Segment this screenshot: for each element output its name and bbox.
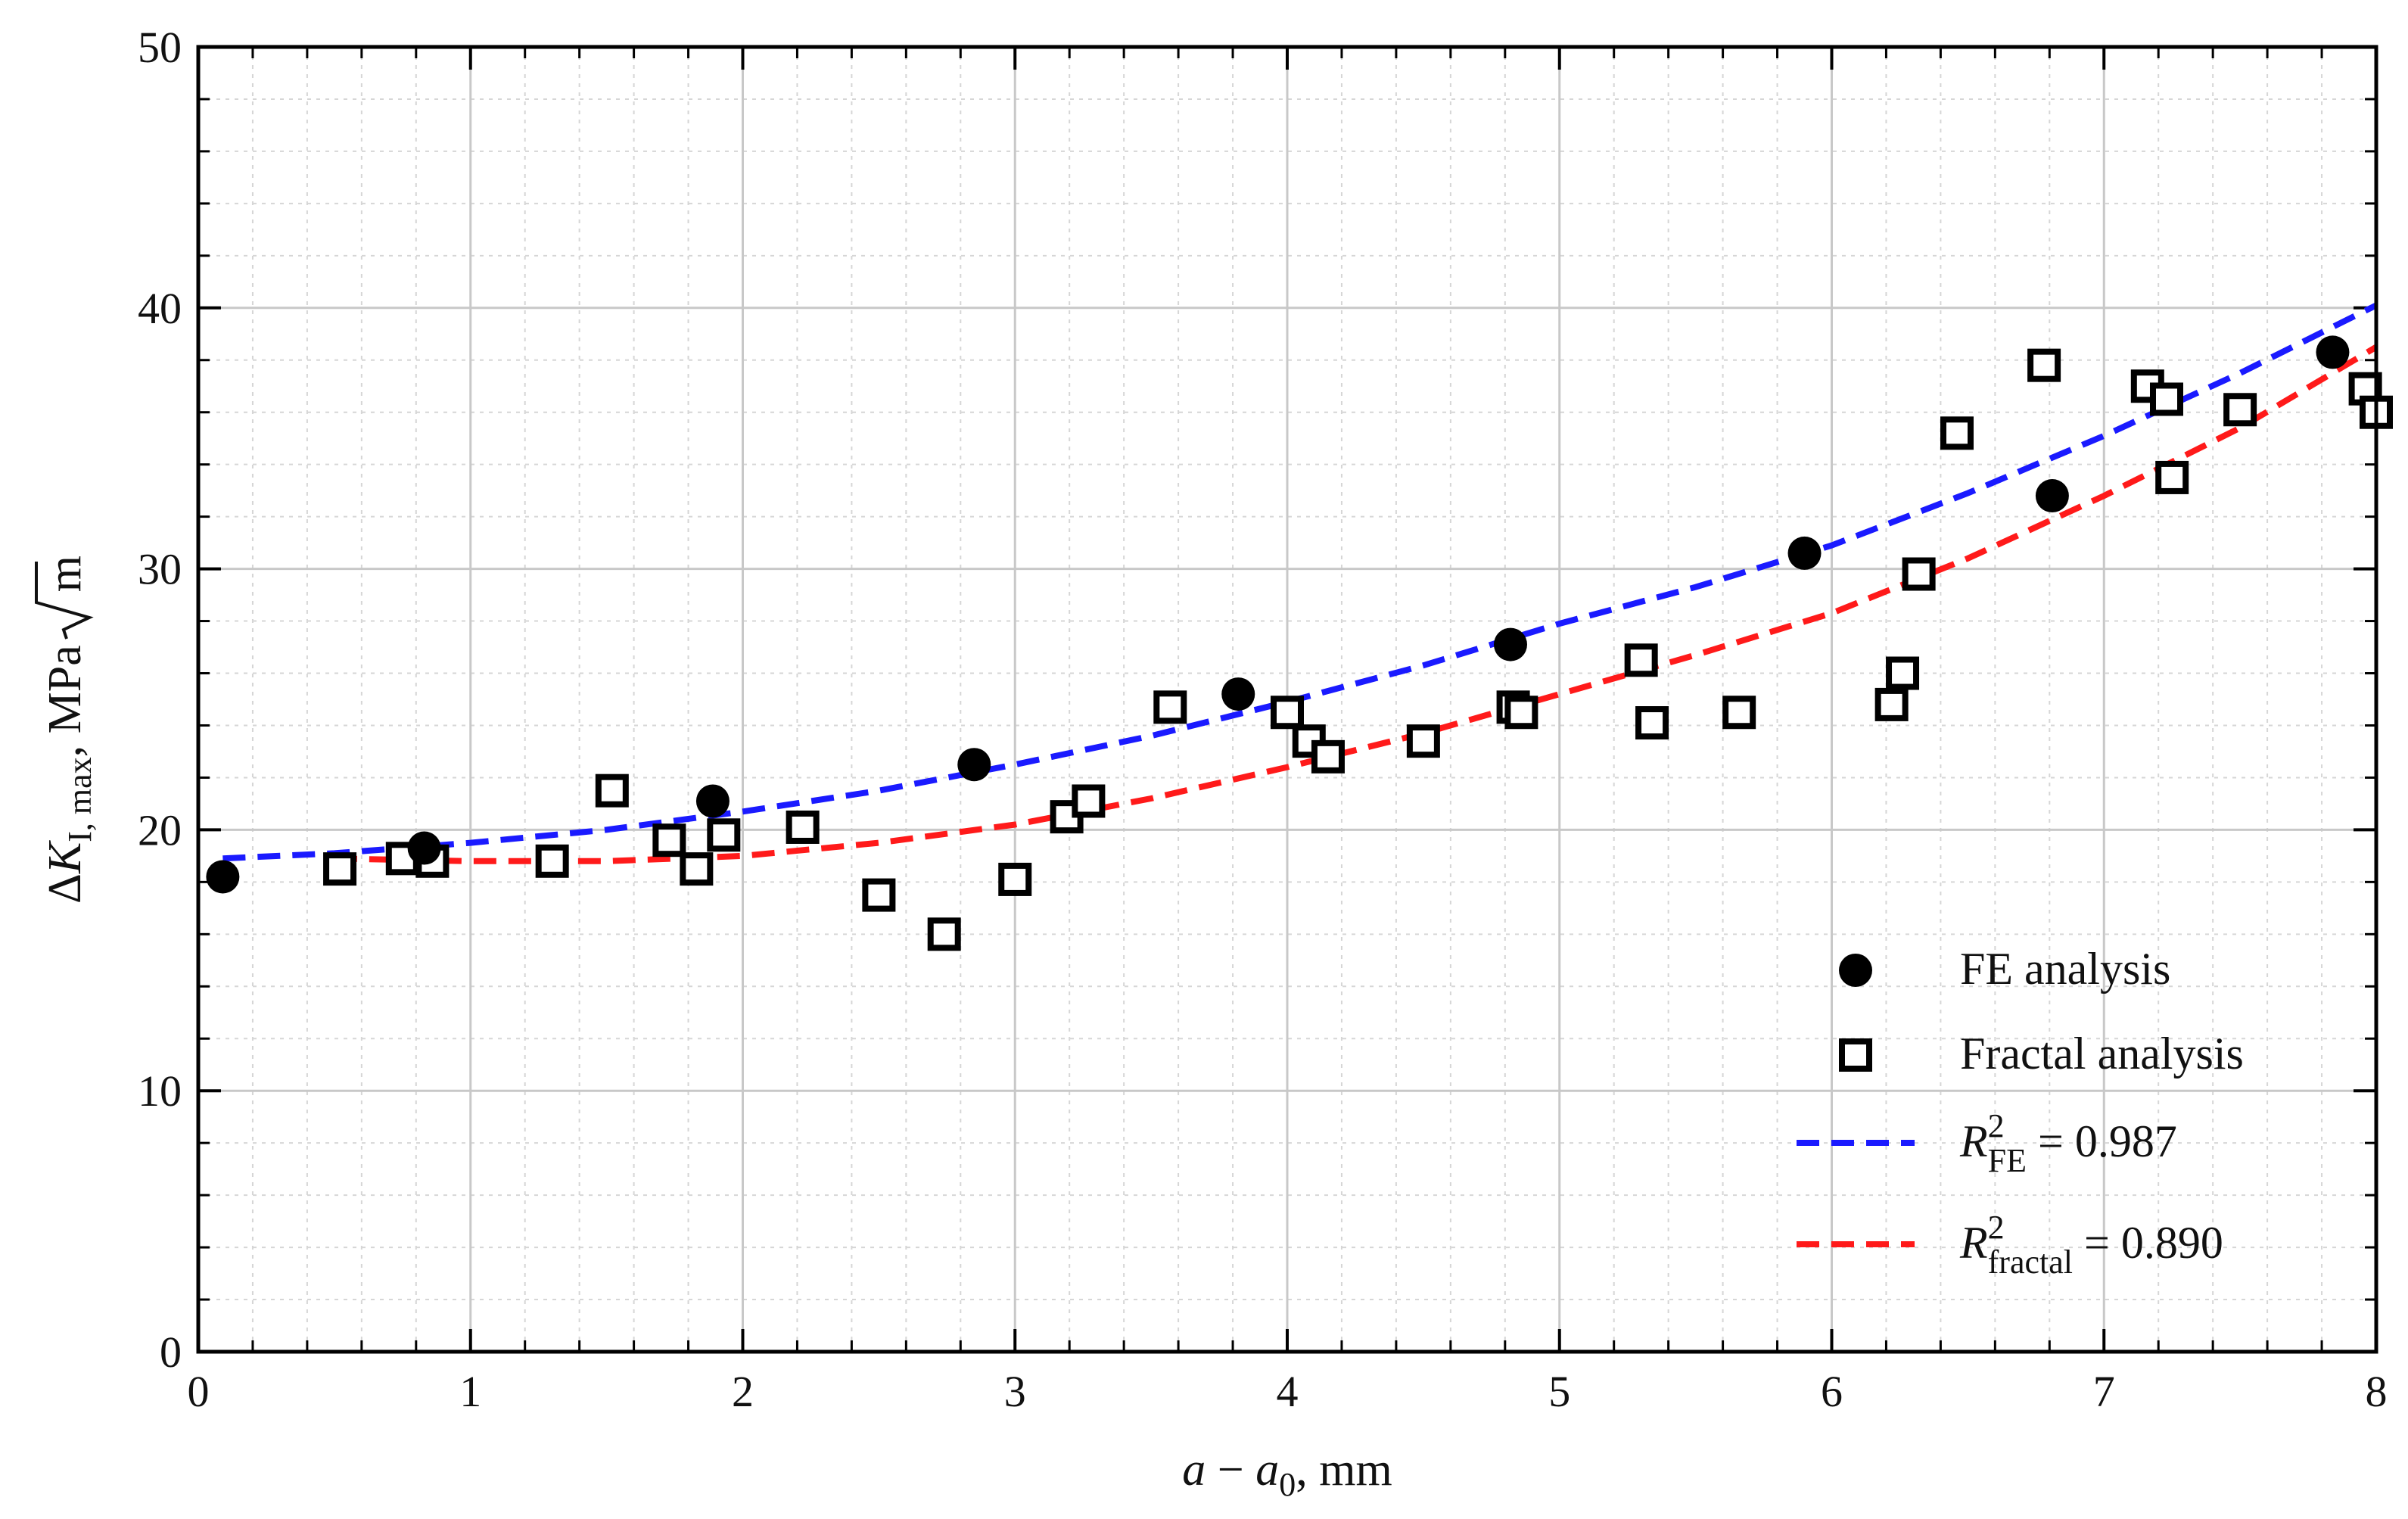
- fractal-point: [1902, 557, 1936, 591]
- x-tick-label: 3: [1004, 1367, 1026, 1416]
- fe-fit-curve: [222, 302, 2378, 862]
- x-tick-label: 4: [1277, 1367, 1299, 1416]
- tick-labels: 0 1 2 3 4 5 6 7 8 0 10 20 30 40 50: [138, 23, 2388, 1416]
- x-tick-label: 0: [188, 1367, 210, 1416]
- y-label-root: m: [39, 556, 91, 592]
- fractal-point: [2155, 460, 2189, 494]
- fe-point: [1221, 677, 1255, 711]
- fractal-point: [680, 852, 714, 886]
- fractal-point: [1072, 784, 1106, 818]
- fractal-point: [1940, 416, 1974, 450]
- fe-point: [2316, 335, 2350, 369]
- fractal-point: [1624, 643, 1658, 677]
- plot-frame: [196, 45, 2378, 1354]
- legend-fractal-label: Fractal analysis: [1960, 1029, 2244, 1079]
- y-tick-label: 40: [138, 284, 182, 333]
- fractal-point: [1874, 687, 1909, 721]
- legend-fractal-marker: [1839, 1038, 1872, 1072]
- fractal-point: [862, 878, 896, 912]
- x-tick-label: 5: [1548, 1367, 1570, 1416]
- fe-point: [206, 860, 240, 894]
- x-axis-label: a − a0, mm: [1182, 1444, 1392, 1503]
- y-tick-label: 20: [138, 805, 182, 854]
- fractal-point: [535, 844, 569, 878]
- fractal-point: [595, 774, 629, 808]
- y-tick-label: 0: [160, 1328, 182, 1377]
- fractal-point: [1153, 690, 1187, 724]
- fractal-point: [323, 852, 357, 886]
- fractal-point: [927, 917, 961, 951]
- fractal-point: [2027, 348, 2061, 382]
- y-tick-label: 50: [138, 23, 182, 72]
- x-tick-label: 7: [2093, 1367, 2115, 1416]
- fractal-point: [2149, 382, 2183, 416]
- x-label-units: , mm: [1296, 1444, 1392, 1496]
- x-label-minus: −: [1206, 1444, 1255, 1496]
- fe-point: [695, 784, 730, 818]
- x-tick-label: 6: [1821, 1367, 1843, 1416]
- fractal-point: [1406, 724, 1440, 758]
- y-tick-label: 30: [138, 545, 182, 594]
- legend-fractal-fit-label: R2 fractal = 0.890: [1959, 1209, 2223, 1281]
- fractal-point: [1886, 656, 1920, 690]
- fe-point: [1787, 536, 1822, 570]
- fractal-point: [1311, 739, 1345, 774]
- fractal-point: [1271, 696, 1304, 730]
- legend-fe-fit-label: R2 FE = 0.987: [1959, 1107, 2177, 1179]
- svg-text:ΔKI, max, MPam: ΔKI, max, MPa m: [39, 556, 98, 904]
- x-label-var-a0: a: [1255, 1444, 1279, 1496]
- x-label-var-a: a: [1182, 1444, 1206, 1496]
- legend: FE analysis Fractal analysis R2 FE = 0.98…: [1797, 944, 2244, 1281]
- fractal-point: [652, 823, 686, 858]
- y-label-sub: I, max: [61, 757, 98, 842]
- x-label-sub: 0: [1279, 1466, 1296, 1503]
- x-tick-label: 8: [2366, 1367, 2388, 1416]
- y-tick-label: 10: [138, 1066, 182, 1116]
- x-tick-label: 2: [732, 1367, 754, 1416]
- y-label-delta: Δ: [39, 873, 91, 904]
- fractal-point: [707, 818, 741, 852]
- fractal-point: [786, 810, 820, 844]
- fe-point: [2035, 479, 2069, 513]
- fe-point: [957, 748, 991, 782]
- fractal-point: [1504, 696, 1538, 730]
- fe-point: [407, 831, 441, 865]
- fe-point: [1493, 627, 1527, 661]
- fractal-fit-curve: [334, 344, 2378, 864]
- sqrt-sign: [35, 561, 94, 640]
- legend-fe-marker: [1839, 954, 1872, 987]
- fractal-point: [1635, 706, 1669, 740]
- legend-fe-label: FE analysis: [1960, 944, 2170, 994]
- series-layer: [206, 302, 2393, 951]
- fractal-point: [2223, 393, 2257, 427]
- fractal-point: [998, 862, 1032, 896]
- y-label-units: , MPa: [39, 645, 91, 757]
- fractal-point: [1722, 696, 1756, 730]
- y-axis-label: ΔKI, max, MPa m: [35, 556, 98, 904]
- x-tick-label: 1: [459, 1367, 481, 1416]
- y-label-var: K: [39, 839, 91, 874]
